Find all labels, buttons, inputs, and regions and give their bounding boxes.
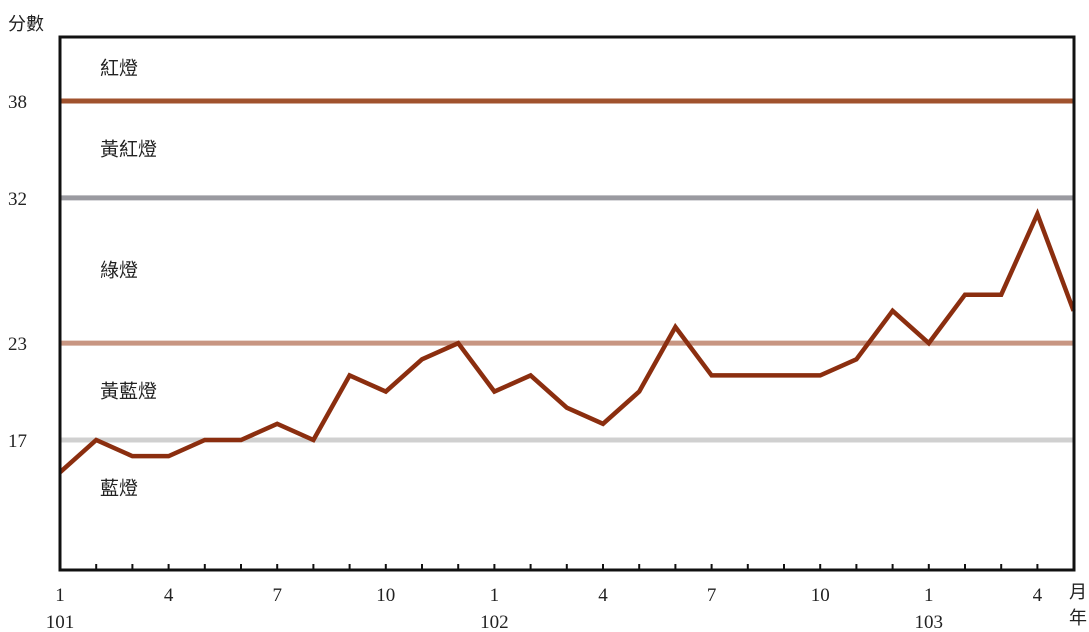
x-tick-label: 1 xyxy=(490,585,500,606)
x-unit-month: 月 xyxy=(1069,582,1087,603)
x-tick-label: 4 xyxy=(598,585,608,606)
x-tick-label: 4 xyxy=(164,585,174,606)
y-tick-label: 17 xyxy=(8,431,27,452)
x-year-label: 103 xyxy=(915,612,944,632)
y-tick-label: 23 xyxy=(8,334,27,355)
x-tick-label: 10 xyxy=(811,585,830,606)
x-tick-label: 10 xyxy=(376,585,395,606)
x-tick-label: 1 xyxy=(55,585,65,606)
x-year-label: 101 xyxy=(46,612,75,632)
threshold-lines xyxy=(60,98,1074,443)
y-axis-ticks: 38 32 23 17 xyxy=(8,92,27,452)
series-layer xyxy=(58,208,1076,474)
zone-label: 黃紅燈 xyxy=(100,138,157,160)
y-tick-label: 38 xyxy=(8,92,27,113)
zone-label: 綠燈 xyxy=(100,260,138,282)
x-year-label: 102 xyxy=(480,612,509,632)
plot-frame xyxy=(58,35,1076,572)
zone-label: 藍燈 xyxy=(100,477,138,499)
y-axis-label: 分數 xyxy=(8,14,44,35)
x-tick-label: 4 xyxy=(1033,585,1043,606)
x-tick-label: 7 xyxy=(707,585,717,606)
zone-label: 紅燈 xyxy=(100,58,138,80)
x-tick-label: 1 xyxy=(924,585,934,606)
x-unit-year: 年 xyxy=(1069,608,1087,629)
x-tick-label: 7 xyxy=(272,585,282,606)
y-tick-label: 32 xyxy=(8,189,27,210)
zone-label: 黃藍燈 xyxy=(100,381,157,403)
